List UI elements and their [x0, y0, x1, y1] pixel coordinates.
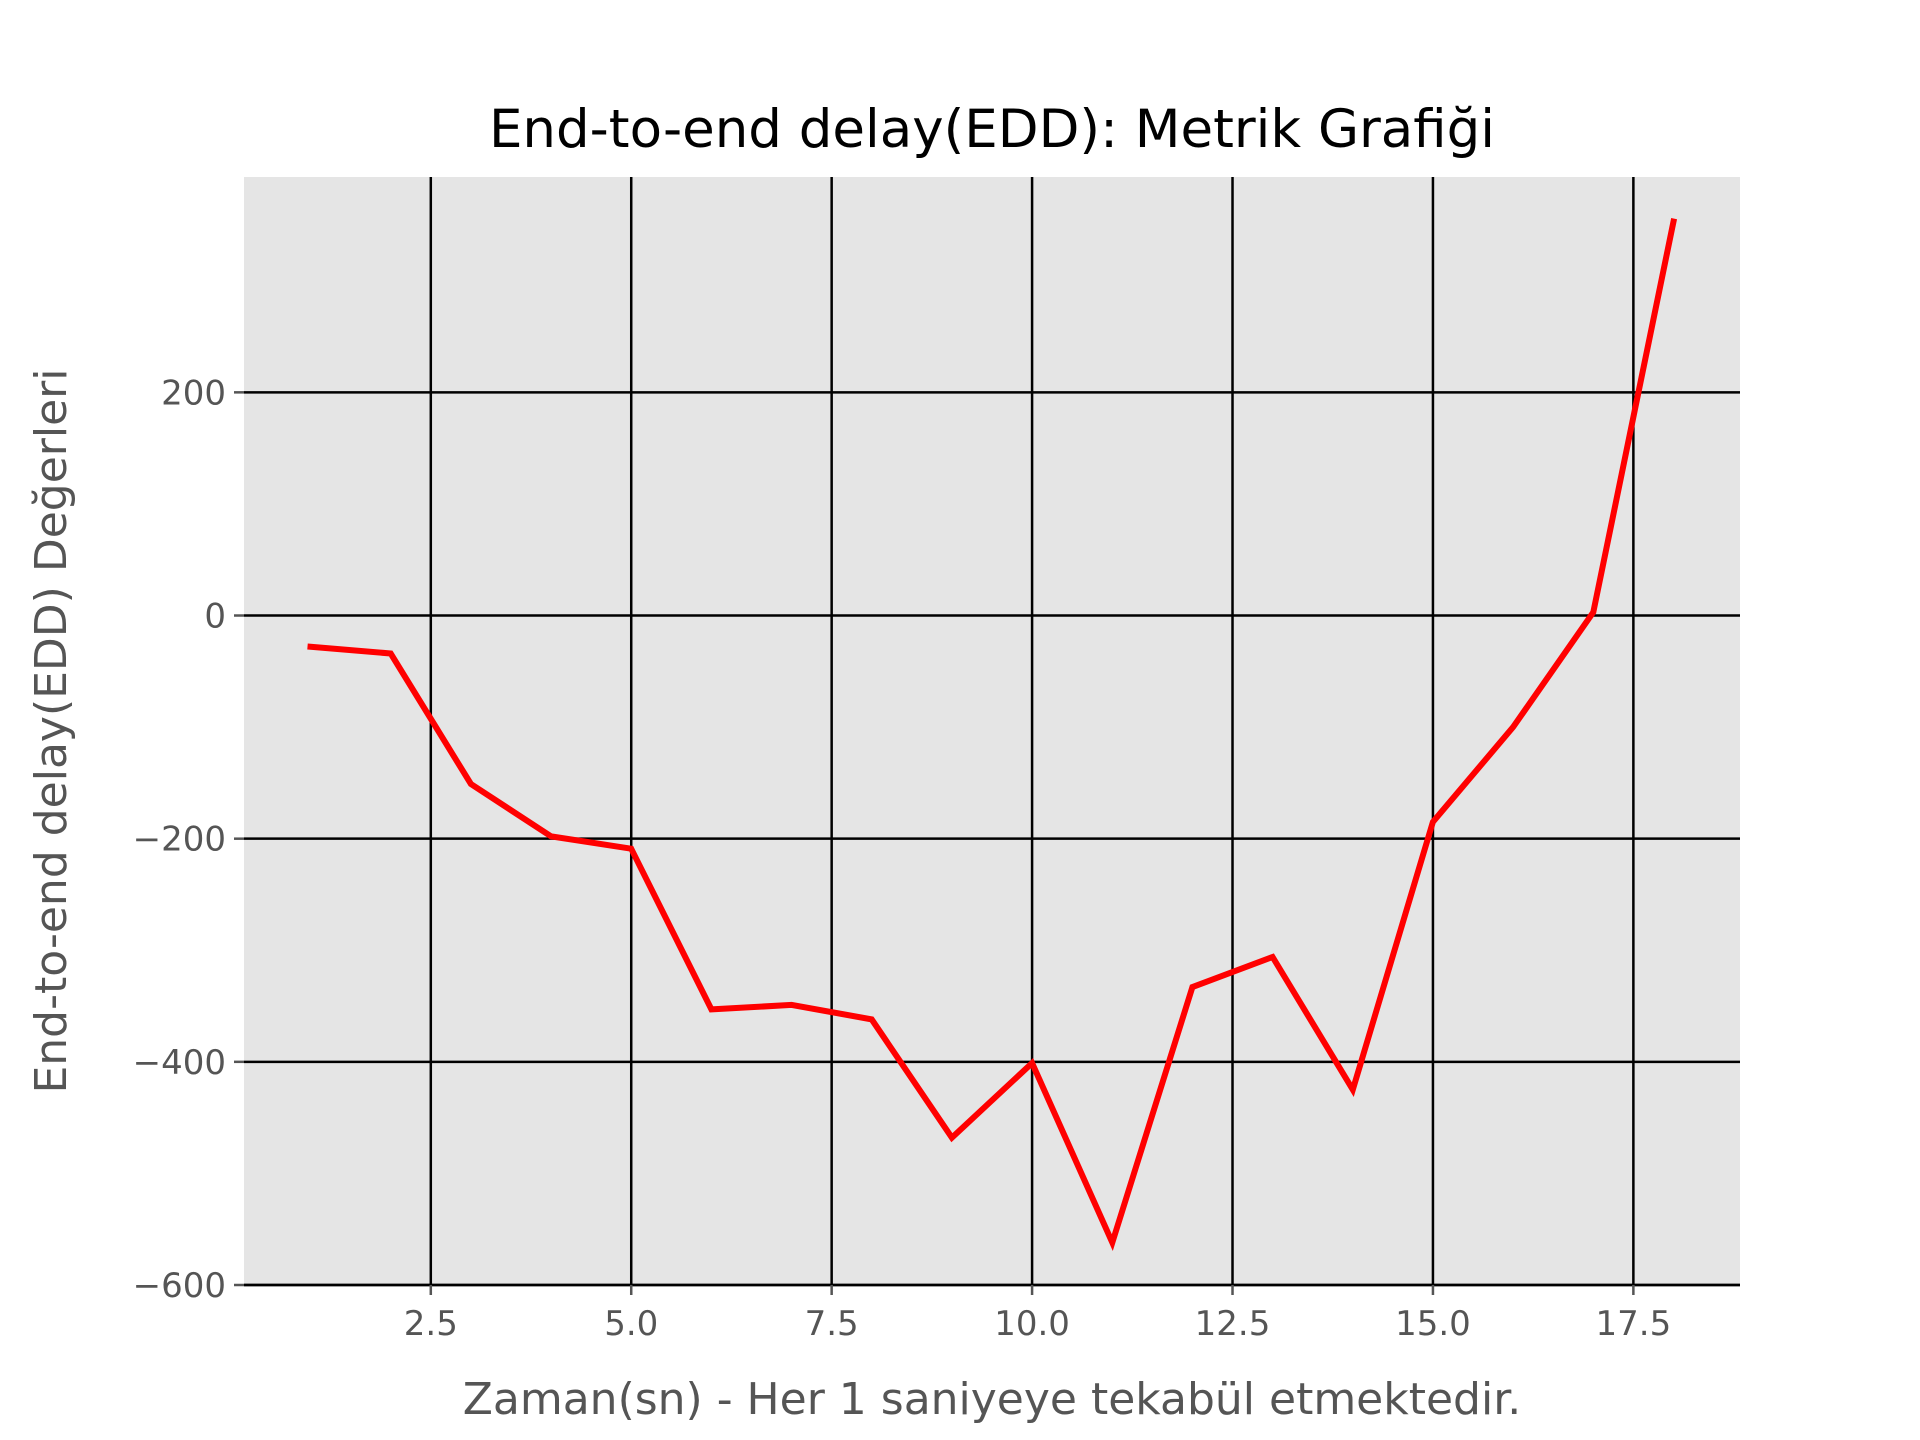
x-tick-label: 12.5	[1195, 1304, 1271, 1344]
x-gridlines	[429, 177, 1635, 1285]
chart-title: End-to-end delay(EDD): Metrik Grafiği	[489, 99, 1495, 160]
x-tick-label: 2.5	[404, 1304, 458, 1344]
x-tick-label: 15.0	[1395, 1304, 1471, 1344]
series-line	[307, 218, 1678, 1252]
x-tick-label: 7.5	[805, 1304, 859, 1344]
y-tick-label: 0	[204, 597, 226, 637]
plot-area	[244, 177, 1740, 1285]
y-gridlines	[244, 391, 1740, 1287]
x-axis-title: Zaman(sn) - Her 1 saniyeye tekabül etmek…	[463, 1374, 1522, 1425]
y-axis-ticks: −600 −400 −200 0 200	[133, 373, 244, 1306]
y-tick-label: −600	[133, 1266, 226, 1306]
x-tick-label: 5.0	[604, 1304, 658, 1344]
y-axis-title: End-to-end delay(EDD) Değerleri	[26, 369, 77, 1094]
series-layer	[307, 218, 1678, 1252]
y-tick-label: 200	[161, 373, 226, 413]
y-tick-label: −400	[133, 1043, 226, 1083]
y-tick-label: −200	[133, 820, 226, 860]
x-tick-label: 10.0	[994, 1304, 1070, 1344]
x-tick-label: 17.5	[1596, 1304, 1672, 1344]
x-axis-ticks: 2.5 5.0 7.5 10.0 12.5 15.0 17.5	[404, 1285, 1671, 1344]
